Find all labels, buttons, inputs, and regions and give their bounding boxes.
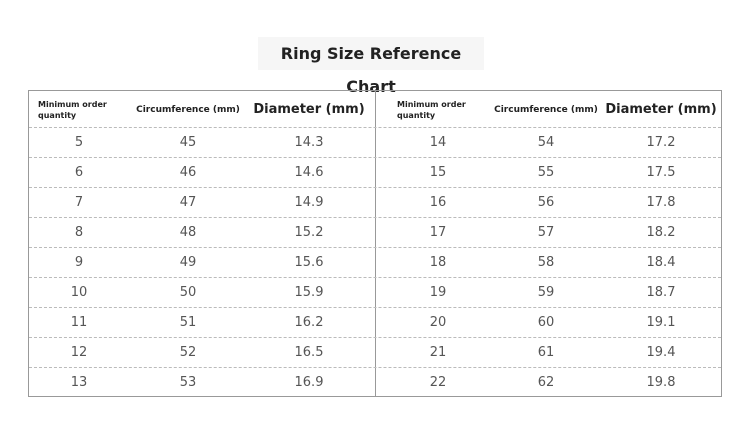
column-header: Diameter (mm) bbox=[253, 102, 365, 117]
table-cell: 19 bbox=[429, 285, 447, 300]
table-cell: 59 bbox=[537, 285, 555, 300]
row-separator bbox=[29, 277, 721, 278]
column-divider bbox=[375, 91, 376, 396]
table-cell: 58 bbox=[537, 255, 555, 270]
row-separator bbox=[29, 127, 721, 128]
table-cell: 13 bbox=[70, 375, 88, 390]
column-header: Circumference (mm) bbox=[136, 104, 240, 115]
table-cell: 17.8 bbox=[646, 195, 676, 210]
table-cell: 53 bbox=[179, 375, 197, 390]
table-cell: 18.4 bbox=[646, 255, 676, 270]
table-cell: 19.8 bbox=[646, 375, 676, 390]
table-cell: 17.5 bbox=[646, 165, 676, 180]
table-cell: 57 bbox=[537, 225, 555, 240]
table-cell: 19.4 bbox=[646, 345, 676, 360]
table-cell: 49 bbox=[179, 255, 197, 270]
table-cell: 15 bbox=[429, 165, 447, 180]
table-cell: 15.6 bbox=[294, 255, 324, 270]
table-cell: 52 bbox=[179, 345, 197, 360]
table-cell: 45 bbox=[179, 135, 197, 150]
column-header: Minimum order quantity bbox=[38, 99, 107, 120]
table-cell: 22 bbox=[429, 375, 447, 390]
table-cell: 61 bbox=[537, 345, 555, 360]
table-cell: 14.9 bbox=[294, 195, 324, 210]
table-cell: 19.1 bbox=[646, 315, 676, 330]
table-cell: 48 bbox=[179, 225, 197, 240]
table-cell: 11 bbox=[70, 315, 88, 330]
table-cell: 50 bbox=[179, 285, 197, 300]
row-separator bbox=[29, 187, 721, 188]
table-cell: 18.2 bbox=[646, 225, 676, 240]
column-header: Circumference (mm) bbox=[494, 104, 598, 115]
table-cell: 56 bbox=[537, 195, 555, 210]
table-cell: 16.9 bbox=[294, 375, 324, 390]
table-cell: 7 bbox=[74, 195, 84, 210]
table-cell: 47 bbox=[179, 195, 197, 210]
table-cell: 21 bbox=[429, 345, 447, 360]
row-separator bbox=[29, 337, 721, 338]
table-cell: 14.3 bbox=[294, 135, 324, 150]
title: Ring Size Reference Chart bbox=[258, 37, 484, 96]
row-separator bbox=[29, 247, 721, 248]
table-cell: 16.5 bbox=[294, 345, 324, 360]
table-cell: 51 bbox=[179, 315, 197, 330]
table-cell: 18.7 bbox=[646, 285, 676, 300]
table-cell: 46 bbox=[179, 165, 197, 180]
table-cell: 14.6 bbox=[294, 165, 324, 180]
row-separator bbox=[29, 217, 721, 218]
table-cell: 54 bbox=[537, 135, 555, 150]
table-cell: 55 bbox=[537, 165, 555, 180]
table-cell: 16.2 bbox=[294, 315, 324, 330]
table-cell: 17.2 bbox=[646, 135, 676, 150]
table-cell: 6 bbox=[74, 165, 84, 180]
table-cell: 62 bbox=[537, 375, 555, 390]
table-cell: 20 bbox=[429, 315, 447, 330]
table-cell: 10 bbox=[70, 285, 88, 300]
table-cell: 18 bbox=[429, 255, 447, 270]
table-cell: 9 bbox=[74, 255, 84, 270]
table-cell: 12 bbox=[70, 345, 88, 360]
table-cell: 14 bbox=[429, 135, 447, 150]
size-table: Minimum order quantity Circumference (mm)… bbox=[28, 90, 722, 397]
table-cell: 5 bbox=[74, 135, 84, 150]
row-separator bbox=[29, 157, 721, 158]
column-header: Diameter (mm) bbox=[605, 102, 717, 117]
table-cell: 60 bbox=[537, 315, 555, 330]
table-cell: 16 bbox=[429, 195, 447, 210]
row-separator bbox=[29, 367, 721, 368]
table-cell: 17 bbox=[429, 225, 447, 240]
row-separator bbox=[29, 307, 721, 308]
table-cell: 15.2 bbox=[294, 225, 324, 240]
table-cell: 8 bbox=[74, 225, 84, 240]
table-cell: 15.9 bbox=[294, 285, 324, 300]
column-header: Minimum order quantity bbox=[397, 99, 466, 120]
